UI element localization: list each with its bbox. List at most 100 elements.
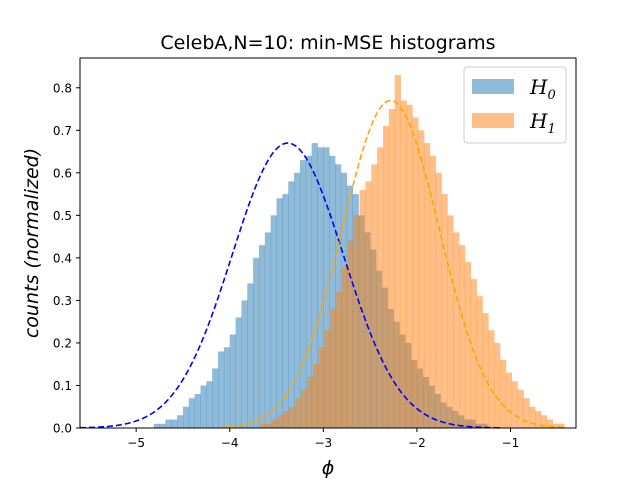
y-axis-ticks: 0.0 0.1 0.2 0.3 0.4 0.5 0.6 0.7 0.8 [53,81,80,436]
histogram-bar [330,308,337,428]
histogram-bar [223,347,231,428]
y-tick-label: 0.7 [53,124,72,138]
x-tick-label: −1 [502,436,520,450]
histogram-bar [400,100,407,428]
histogram-bar [359,189,366,428]
histogram-bar [229,334,236,428]
axes-frame [79,57,577,429]
histogram-bar [418,130,425,429]
x-tick-label: −2 [408,436,426,450]
legend-swatch-h0 [472,79,514,94]
histogram-bar [235,317,242,428]
histogram-bar [200,385,207,428]
histogram-bar [182,406,190,428]
histogram-bar [188,398,196,428]
histogram-bar [558,423,565,428]
legend-label-h0-name: H [529,75,548,99]
histogram-bar [429,155,437,428]
histogram-bar [546,419,553,428]
histogram-bar [470,279,477,428]
histogram-bar [382,126,390,429]
histogram-bar [535,410,542,428]
fit-curve-h1 [220,99,567,429]
histogram-bar [276,198,283,428]
histogram-bar [529,406,536,428]
histogram-bar [329,155,336,428]
y-tick-label: 0.4 [53,251,72,265]
y-tick-label: 0.8 [53,81,72,95]
histogram-h1 [260,75,565,429]
histogram-bar [323,147,330,428]
histogram-bar [218,351,225,428]
histogram-bar [540,415,548,428]
histogram-bar [253,257,260,428]
histogram-bar [517,389,524,428]
legend-swatch-h1 [472,113,514,128]
x-axis-ticks: −5 −4 −3 −2 −1 [127,428,519,450]
histogram-bar [264,232,272,428]
legend-label-h0-subscript: 0 [547,88,555,103]
histogram-bar [318,347,325,428]
histogram-bar [406,104,413,428]
histogram-bar [464,262,472,428]
histogram-bar [365,181,372,428]
histogram-bar [258,245,266,428]
histogram-bar [394,75,401,428]
histogram-bar [295,398,302,428]
histogram-bar [177,415,184,428]
y-tick-label: 0.3 [53,294,72,308]
legend-label-h1-subscript: 1 [547,122,555,137]
histogram-bar [336,291,343,428]
x-tick-label: −3 [314,436,332,450]
histogram-bar [388,109,396,428]
histogram-bar [377,147,384,428]
histogram-bar [317,147,324,428]
histogram-bar [499,359,507,428]
histogram-bar [299,160,307,428]
histogram-bar [241,300,248,428]
histogram-bar [523,398,530,428]
histogram-bar [371,164,378,428]
y-tick-label: 0.5 [53,209,72,223]
histogram-bar [494,342,501,428]
histogram-bar [482,313,489,428]
fit-curve-h0 [79,142,502,429]
histogram-bar [347,240,355,428]
histogram-bar [171,419,178,428]
histogram-bar [447,215,454,428]
histogram-bar [311,143,318,428]
histogram-bar [165,419,172,428]
histogram-bar [277,415,284,428]
histogram-bar [282,194,289,428]
y-tick-label: 0.2 [53,336,72,350]
histogram-bar [505,372,513,428]
histogram-bar [342,266,349,428]
histogram-bar [283,410,290,428]
histogram-bar [289,406,296,428]
histogram-bar [206,381,213,428]
histogram-bar [435,172,442,428]
histogram-bar [288,181,295,428]
histogram-bar [312,364,320,428]
y-tick-label: 0.0 [53,422,72,436]
x-axis-label: ϕ [322,457,335,479]
x-tick-label: −5 [127,436,145,450]
histogram-bar [552,423,559,428]
histogram-bar [488,330,495,428]
histogram-bar [301,389,308,428]
histogram-bar [324,330,331,428]
histogram-bar [294,172,301,428]
x-tick-label: −4 [221,436,239,450]
histogram-bar [412,117,419,428]
histogram-bar [247,283,254,428]
y-tick-label: 0.1 [53,379,72,393]
histogram-bar [423,143,431,428]
legend: H0 H1 [463,66,567,144]
y-axis-label: counts (normalized) [21,148,43,338]
y-tick-label: 0.6 [53,166,72,180]
histogram-bar [459,245,466,428]
histogram-bar [194,393,201,428]
chart-title: CelebA,N=10: min-MSE histograms [160,32,495,54]
histogram-bar [511,381,518,428]
histogram-bar [271,419,279,428]
